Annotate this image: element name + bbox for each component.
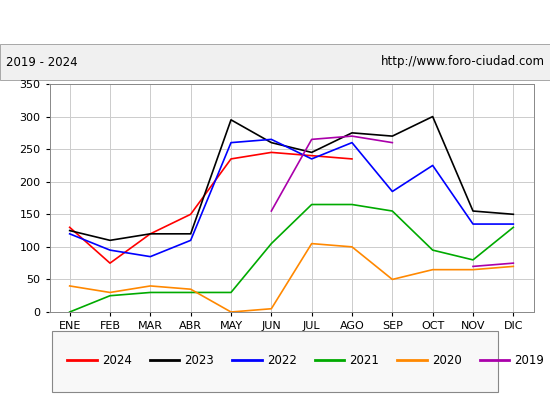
Text: http://www.foro-ciudad.com: http://www.foro-ciudad.com [381, 56, 544, 68]
Text: Evolucion Nº Turistas Extranjeros en el municipio de Vega de Valcarce: Evolucion Nº Turistas Extranjeros en el … [0, 14, 550, 29]
FancyBboxPatch shape [52, 331, 498, 392]
Text: 2021: 2021 [349, 354, 379, 366]
Text: 2020: 2020 [432, 354, 461, 366]
Text: 2022: 2022 [267, 354, 296, 366]
Text: 2024: 2024 [102, 354, 131, 366]
Text: 2023: 2023 [184, 354, 214, 366]
Text: 2019 - 2024: 2019 - 2024 [6, 56, 77, 68]
FancyBboxPatch shape [0, 44, 550, 80]
Text: 2019: 2019 [514, 354, 544, 366]
